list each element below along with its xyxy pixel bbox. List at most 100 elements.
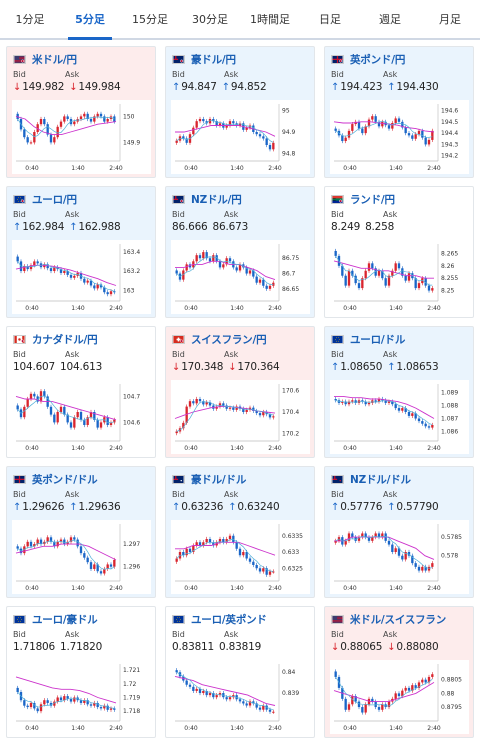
- currency-card[interactable]: 米ドル/スイスフラン Bid Ask ↓ 0.88065 ↓ 0.88080 0.8805 0.…: [324, 606, 474, 738]
- candle: [46, 700, 49, 703]
- currency-card[interactable]: ユーロ/英ポンド Bid Ask 0.83811 0.83819 0.84 0.839 0:4…: [165, 606, 315, 738]
- tab-0[interactable]: 1分足: [15, 13, 45, 26]
- candle: [208, 693, 212, 696]
- ask-label: Ask: [224, 490, 239, 499]
- currency-card[interactable]: ユーロ/ドル Bid Ask ↑ 1.08650 ↑ 1.08653 1.089 1.088 1.…: [324, 326, 474, 458]
- candle: [205, 252, 208, 259]
- pair-name[interactable]: スイスフラン/円: [191, 334, 267, 346]
- candle: [29, 265, 33, 270]
- quote-values: 86.666 86.673: [172, 220, 308, 234]
- card-header: 豪ドル/ドル: [172, 471, 308, 488]
- candle: [377, 707, 381, 710]
- mini-candlestick-chart[interactable]: 170.6 170.4 170.2 0:40 1:40 2:40: [171, 380, 310, 454]
- currency-card[interactable]: ユーロ/円 Bid Ask ↑ 162.984 ↑ 162.988 163.4 163.2 163…: [6, 186, 156, 318]
- candle: [198, 119, 202, 122]
- mini-candlestick-chart[interactable]: 1.089 1.088 1.087 1.086 0:40 1:40 2:40: [330, 380, 469, 454]
- pair-name[interactable]: ユーロ/豪ドル: [32, 614, 98, 626]
- mini-candlestick-chart[interactable]: 1.721 1.72 1.719 1.718 0:40 1:40 2:40: [12, 660, 151, 734]
- pair-name[interactable]: 英ポンド/円: [350, 54, 406, 66]
- pair-name[interactable]: 豪ドル/円: [191, 54, 236, 66]
- candle: [56, 126, 59, 138]
- candle: [86, 113, 89, 119]
- x-tick-label: 1:40: [71, 165, 85, 172]
- candle: [99, 284, 103, 288]
- candle: [218, 539, 222, 543]
- price-chart-svg: 0.6335 0.633 0.6325 0:40 1:40 2:40: [175, 524, 303, 592]
- currency-card[interactable]: 英ポンド/円 Bid Ask ↑ 194.423 ↑ 194.430 194.6 194.5 19…: [324, 46, 474, 178]
- ca-flag-icon: [13, 335, 26, 344]
- tab-3[interactable]: 30分足: [192, 13, 228, 26]
- quote-values: ↑ 0.63236 ↑ 0.63240: [172, 500, 308, 514]
- candle: [93, 564, 96, 569]
- arrow-down-icon: ↓: [13, 81, 22, 93]
- candle: [79, 116, 83, 119]
- mini-candlestick-chart[interactable]: 163.4 163.2 163 0:40 1:40 2:40: [12, 240, 151, 314]
- currency-card[interactable]: 豪ドル/円 Bid Ask ↑ 94.847 ↑ 94.852 95 94.9 94.8 0:40 1…: [165, 46, 315, 178]
- mini-candlestick-chart[interactable]: 86.75 86.7 86.65 0:40 1:40 2:40: [171, 240, 310, 314]
- pair-name[interactable]: カナダドル/円: [32, 334, 98, 346]
- mini-candlestick-chart[interactable]: 8.265 8.26 8.255 8.25 0:40 1:40 2:40: [330, 240, 469, 314]
- currency-card[interactable]: ユーロ/豪ドル Bid Ask 1.71806 1.71820 1.721 1.72 1.71…: [6, 606, 156, 738]
- candle: [371, 698, 374, 702]
- pair-name[interactable]: NZドル/円: [191, 194, 242, 206]
- candle: [357, 283, 361, 289]
- quote-labels: Bid Ask: [172, 350, 308, 360]
- currency-card[interactable]: 英ポンド/ドル Bid Ask ↑ 1.29626 ↑ 1.29636 1.297 1.296 0…: [6, 466, 156, 598]
- candle: [195, 255, 198, 262]
- tab-5[interactable]: 日足: [319, 13, 341, 26]
- currency-card[interactable]: ランド/円 Bid Ask 8.249 8.258 8.265 8.26 8.255 8.25 0…: [324, 186, 474, 318]
- quote-labels: Bid Ask: [13, 210, 149, 220]
- x-tick-label: 0:40: [184, 585, 198, 592]
- tab-2[interactable]: 15分足: [132, 13, 168, 26]
- mini-candlestick-chart[interactable]: 0.84 0.839 0:40 1:40 2:40: [171, 660, 310, 734]
- pair-name[interactable]: 豪ドル/ドル: [191, 474, 247, 486]
- mini-candlestick-chart[interactable]: 1.297 1.296 0:40 1:40 2:40: [12, 520, 151, 594]
- y-tick-label: 194.2: [441, 153, 458, 160]
- mini-candlestick-chart[interactable]: 95 94.9 94.8 0:40 1:40 2:40: [171, 100, 310, 174]
- tab-7[interactable]: 月足: [439, 13, 461, 26]
- pair-name[interactable]: 米ドル/スイスフラン: [350, 614, 447, 626]
- pair-name[interactable]: ユーロ/円: [32, 194, 77, 206]
- bid-value: 8.249: [331, 221, 361, 233]
- currency-card[interactable]: カナダドル/円 Bid Ask 104.607 104.613 104.7 104.6 0:4…: [6, 326, 156, 458]
- mini-candlestick-chart[interactable]: 150 149.9 0:40 1:40 2:40: [12, 100, 151, 174]
- candle: [268, 571, 272, 575]
- currency-card[interactable]: NZドル/円 Bid Ask 86.666 86.673 86.75 86.7 86.65 0:…: [165, 186, 315, 318]
- ask-label: Ask: [224, 70, 239, 79]
- candle: [83, 278, 86, 283]
- pair-name[interactable]: ユーロ/ドル: [350, 334, 406, 346]
- y-tick-label: 104.6: [123, 419, 140, 426]
- pair-name[interactable]: ランド/円: [350, 194, 395, 206]
- bid-value: 0.57776: [340, 501, 383, 513]
- mini-candlestick-chart[interactable]: 0.6335 0.633 0.6325 0:40 1:40 2:40: [171, 520, 310, 594]
- currency-card[interactable]: NZドル/ドル Bid Ask ↑ 0.57776 ↑ 0.57790 0.5785 0.578…: [324, 466, 474, 598]
- tab-6[interactable]: 週足: [379, 13, 401, 26]
- mini-candlestick-chart[interactable]: 104.7 104.6 0:40 1:40 2:40: [12, 380, 151, 454]
- arrow-up-icon: ↑: [13, 501, 22, 513]
- tab-1[interactable]: 5分足: [60, 0, 120, 40]
- mini-candlestick-chart[interactable]: 194.6 194.5 194.4 194.3 194.2 0:40 1:40 2:40: [330, 100, 469, 174]
- candle: [16, 113, 19, 119]
- candle: [431, 130, 434, 140]
- pair-name[interactable]: NZドル/ドル: [350, 474, 411, 486]
- y-tick-label: 0.633: [282, 549, 299, 556]
- candle: [371, 263, 374, 269]
- candle: [56, 412, 59, 423]
- mini-candlestick-chart[interactable]: 0.8805 0.88 0.8795 0:40 1:40 2:40: [330, 660, 469, 734]
- candle: [334, 540, 337, 543]
- mini-candlestick-chart[interactable]: 0.5785 0.578 0:40 1:40 2:40: [330, 520, 469, 594]
- currency-card[interactable]: スイスフラン/円 Bid Ask ↓ 170.348 ↓ 170.364 170.6 170.4…: [165, 326, 315, 458]
- pair-name[interactable]: 英ポンド/ドル: [32, 474, 98, 486]
- candle: [245, 703, 248, 706]
- currency-card[interactable]: 米ドル/円 Bid Ask ↓ 149.982 ↓ 149.984 150 149.9 0:40 1…: [6, 46, 156, 178]
- candle: [411, 685, 414, 691]
- tab-4[interactable]: 1時間足: [250, 13, 290, 26]
- currency-card[interactable]: 豪ドル/ドル Bid Ask ↑ 0.63236 ↑ 0.63240 0.6335 0.633 0…: [165, 466, 315, 598]
- candle: [407, 687, 411, 691]
- candle: [374, 400, 377, 402]
- pair-name[interactable]: ユーロ/英ポンド: [191, 614, 267, 626]
- arrow-up-icon: ↑: [387, 501, 396, 513]
- pair-name[interactable]: 米ドル/円: [32, 54, 77, 66]
- candle: [242, 701, 245, 704]
- candle: [417, 283, 421, 289]
